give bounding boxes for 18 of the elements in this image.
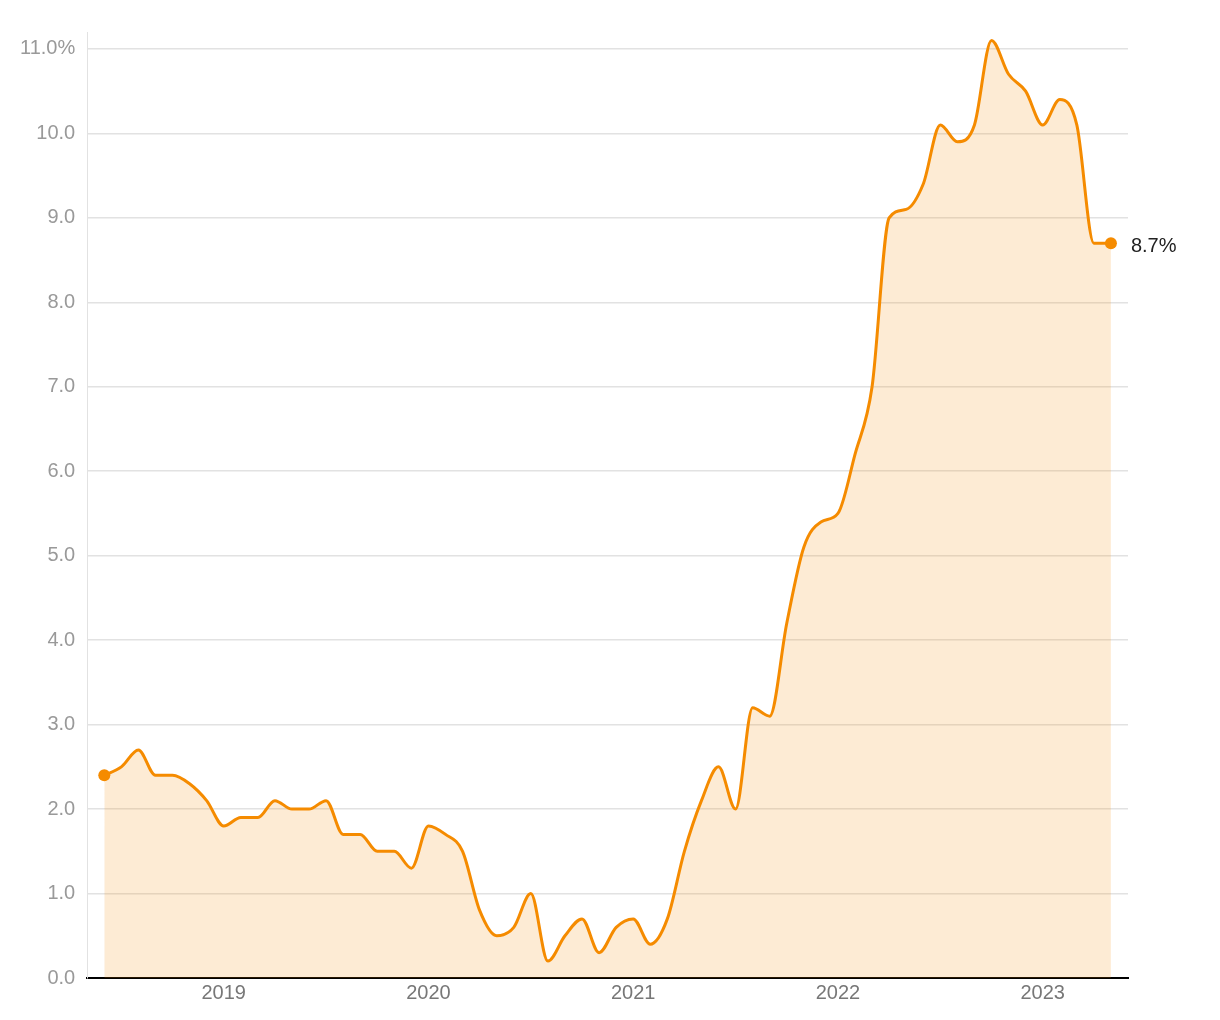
y-tick-label: 6.0 — [47, 458, 76, 481]
x-tick-label: 2021 — [610, 980, 656, 1003]
annotation: 8.7% — [1130, 233, 1177, 256]
y-tick-label: 10.0 — [36, 120, 76, 143]
y-tick-label: 4.0 — [47, 627, 76, 650]
y-tick-label: 1.0 — [47, 881, 76, 904]
x-tick-label: 2019 — [201, 980, 246, 1003]
x-tick-label: 2023 — [1020, 980, 1065, 1003]
x-tick-label: 2020 — [406, 980, 451, 1003]
x-tick-label: 2022 — [815, 980, 861, 1003]
y-tick-label: 9.0 — [47, 205, 76, 228]
y-tick-label: 0.0 — [47, 965, 76, 988]
y-tick-label: 5.0 — [47, 543, 76, 566]
y-tick-label: 2.0 — [47, 796, 76, 819]
y-tick-label: 7.0 — [47, 374, 76, 397]
y-tick-label: 8.0 — [47, 289, 76, 312]
y-tick-label: 11.0% — [19, 36, 76, 59]
y-tick-label: 3.0 — [47, 712, 76, 735]
